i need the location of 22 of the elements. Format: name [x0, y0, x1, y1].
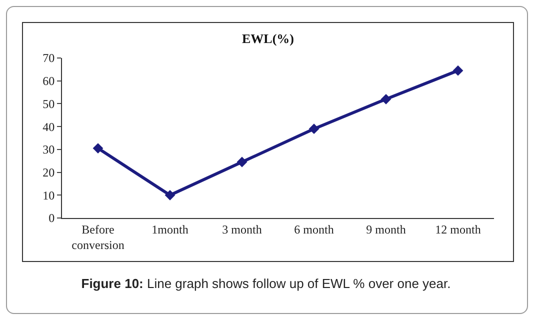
y-tick-label: 0 — [48, 211, 55, 226]
y-tick-label: 20 — [42, 165, 55, 180]
point — [164, 190, 176, 200]
y-tick-label: 10 — [42, 188, 55, 202]
point — [380, 94, 392, 104]
x-tick-label: 6 month — [294, 222, 334, 236]
x-tick-label: 3 month — [222, 222, 262, 236]
y-tick-label: 30 — [42, 142, 55, 157]
point — [236, 156, 248, 168]
x-tick-label: 1month — [152, 222, 188, 236]
y-tick-label: 70 — [42, 51, 55, 66]
x-tick-label: 9 month — [366, 222, 406, 236]
chart-title: EWL(%) — [242, 31, 294, 46]
point — [92, 143, 104, 154]
y-tick-label: 40 — [42, 120, 55, 134]
x-tick-label: 12 month — [435, 222, 481, 236]
caption: Figure 10: Line graph shows follow up of EWL % over one year. — [81, 276, 451, 291]
point — [452, 65, 464, 76]
y-tick-label: 60 — [42, 74, 55, 88]
y-tick-label: 50 — [42, 96, 55, 111]
point — [308, 124, 320, 134]
x-tick-label: Before conversion — [72, 222, 124, 252]
